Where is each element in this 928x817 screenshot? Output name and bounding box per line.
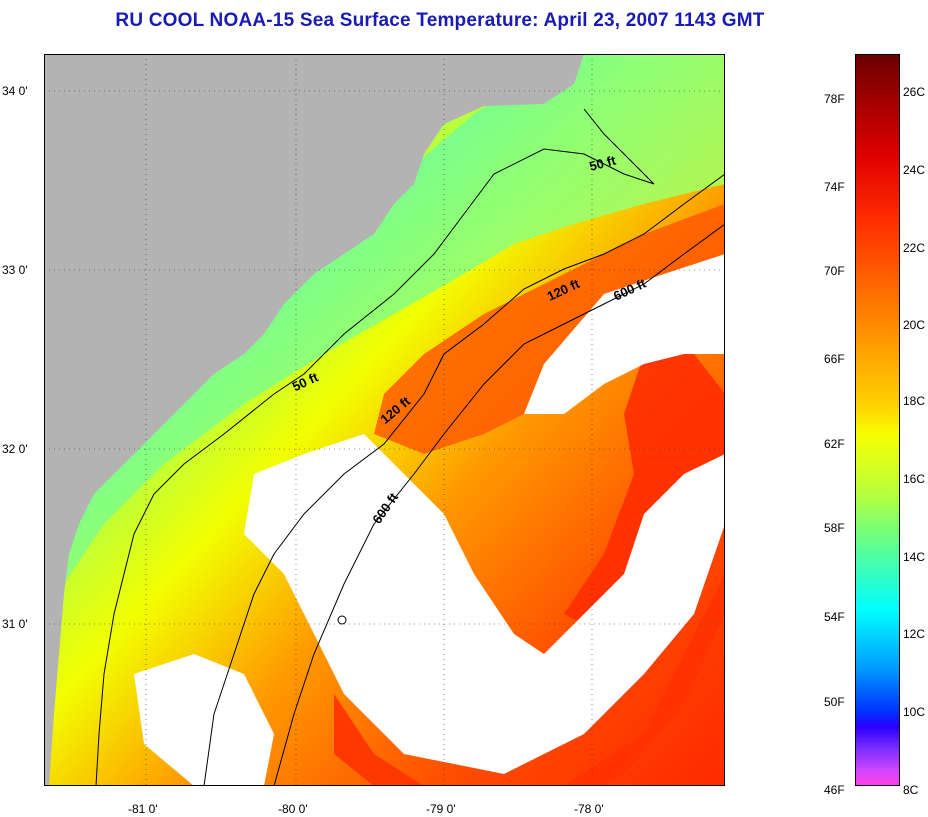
bathymetry-contours: [95, 108, 725, 786]
graticule: [44, 54, 725, 786]
lon-tick-label: -80 0': [278, 802, 308, 816]
warm-filament: [564, 354, 725, 634]
contour-120ft: [203, 173, 725, 786]
colorbar-c-label: 16C: [903, 472, 926, 486]
lon-tick-label: -81 0': [128, 802, 158, 816]
gulf-stream-southern: [334, 574, 725, 786]
colorbar-f-label: 62F: [824, 437, 845, 451]
sst-map-svg: 50 ft 120 ft 600 ft 50 ft 120 ft 600 ft: [44, 54, 725, 786]
colorbar-c-label: 20C: [903, 318, 926, 332]
colorbar-f-label: 58F: [824, 521, 845, 535]
colorbar-f-label: 78F: [824, 92, 845, 106]
lon-tick-label: -79 0': [426, 802, 456, 816]
land: [44, 54, 584, 786]
colorbar-c-label: 26C: [903, 85, 926, 99]
lat-tick-label: 33 0': [2, 263, 28, 277]
lon-tick-label: -78 0': [574, 802, 604, 816]
contour-label: 50 ft: [588, 152, 618, 174]
colorbar-c-label: 10C: [903, 705, 926, 719]
cloud-mask-east: [524, 254, 725, 414]
colorbar-c-label: 12C: [903, 627, 926, 641]
colorbar-c-label: 24C: [903, 163, 926, 177]
cloud-mask-central: [244, 434, 725, 774]
colorbar-f-label: 50F: [824, 695, 845, 709]
colorbar-c-label: 18C: [903, 394, 926, 408]
colorbar-f-label: 70F: [824, 264, 845, 278]
lat-tick-label: 32 0': [2, 442, 28, 456]
contour-50ft: [95, 108, 655, 786]
chart-title: RU COOL NOAA-15 Sea Surface Temperature:…: [115, 10, 765, 31]
sst-map: 50 ft 120 ft 600 ft 50 ft 120 ft 600 ft: [44, 54, 725, 786]
colorbar-f-label: 54F: [824, 610, 845, 624]
gulf-stream: [374, 204, 725, 454]
colorbar-c-label: 14C: [903, 550, 926, 564]
temperature-colorbar: [855, 54, 900, 786]
map-border: [44, 54, 725, 786]
contour-600ft: [273, 223, 725, 786]
colorbar-c-label: 8C: [903, 783, 919, 797]
colorbar-f-label: 74F: [824, 180, 845, 194]
colorbar-f-label: 46F: [824, 783, 845, 797]
cloud-mask-southwest: [134, 654, 274, 786]
lat-tick-label: 31 0': [2, 617, 28, 631]
colorbar-f-label: 66F: [824, 352, 845, 366]
lat-tick-label: 34 0': [2, 84, 28, 98]
colorbar-c-label: 22C: [903, 241, 926, 255]
